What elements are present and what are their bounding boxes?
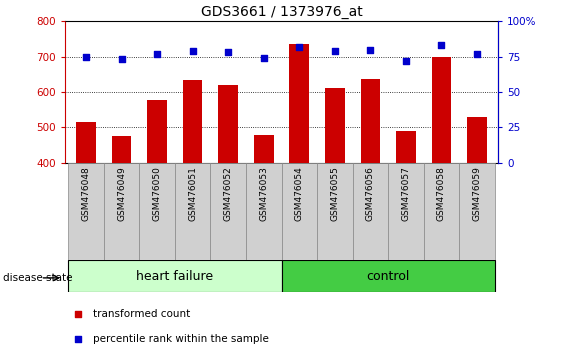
Bar (77, 122, 96, 163)
Bar (175, 163, 211, 260)
Bar (140, 163, 175, 260)
Point (117, 57, 126, 62)
Point (437, 42, 446, 48)
Bar (423, 163, 459, 260)
Text: heart failure: heart failure (136, 270, 213, 282)
Bar (218, 85, 238, 163)
Bar (360, 79, 380, 163)
Bar (282, 260, 495, 292)
Bar (246, 163, 282, 260)
Bar (112, 136, 131, 163)
Text: GSM476048: GSM476048 (82, 166, 91, 221)
Bar (396, 131, 415, 163)
Point (224, 50, 233, 55)
Point (82, 54, 91, 59)
Title: GDS3661 / 1373976_at: GDS3661 / 1373976_at (200, 5, 363, 19)
Point (330, 48, 339, 54)
Text: GSM476053: GSM476053 (259, 166, 268, 221)
Point (295, 44, 304, 50)
Bar (325, 88, 345, 163)
Bar (317, 163, 352, 260)
Text: percentile rank within the sample: percentile rank within the sample (93, 333, 269, 343)
Bar (388, 163, 423, 260)
Text: disease state: disease state (3, 273, 72, 283)
Text: GSM476056: GSM476056 (366, 166, 375, 221)
Bar (289, 44, 309, 163)
Point (259, 55, 268, 61)
Text: GSM476049: GSM476049 (117, 166, 126, 221)
Point (472, 51, 481, 57)
Text: transformed count: transformed count (93, 309, 190, 319)
Bar (148, 100, 167, 163)
Point (401, 58, 410, 64)
Text: GSM476055: GSM476055 (330, 166, 339, 221)
Text: GSM476050: GSM476050 (153, 166, 162, 221)
Bar (467, 117, 486, 163)
Bar (282, 163, 317, 260)
Bar (459, 163, 495, 260)
Bar (183, 80, 203, 163)
Text: GSM476052: GSM476052 (224, 166, 233, 221)
Bar (68, 163, 104, 260)
Text: GSM476058: GSM476058 (437, 166, 446, 221)
Bar (104, 163, 140, 260)
Bar (211, 163, 246, 260)
Text: GSM476059: GSM476059 (472, 166, 481, 221)
Text: control: control (367, 270, 410, 282)
Text: GSM476051: GSM476051 (188, 166, 197, 221)
Point (395, 179, 404, 185)
Text: GSM476054: GSM476054 (295, 166, 304, 221)
Point (188, 48, 197, 54)
Bar (254, 135, 274, 163)
Bar (432, 57, 451, 163)
Point (153, 51, 162, 57)
Point (366, 47, 375, 52)
Bar (352, 163, 388, 260)
Bar (68, 260, 282, 292)
Text: GSM476057: GSM476057 (401, 166, 410, 221)
